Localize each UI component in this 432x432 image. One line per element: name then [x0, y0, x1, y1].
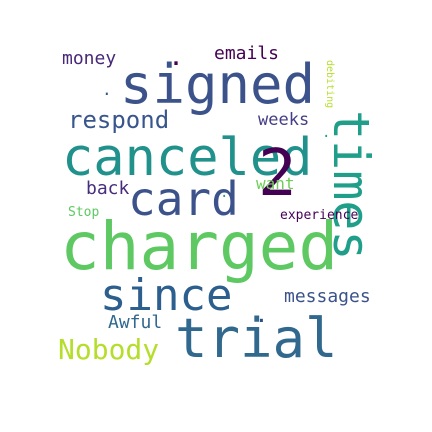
mark-dot-mid: .: [256, 306, 267, 327]
word-emails: emails: [214, 43, 280, 64]
mark-dot-top: .: [170, 46, 183, 70]
word-trial: trial: [175, 307, 338, 370]
word-experience: experience: [280, 208, 359, 223]
word-since: since: [100, 270, 233, 321]
word-nobody: Nobody: [58, 333, 160, 366]
word-stop: Stop: [68, 205, 100, 220]
word-signed: signed: [120, 53, 316, 116]
word-respond: respond: [68, 106, 170, 134]
mark-dot-signed: .: [220, 185, 229, 201]
word-messages: messages: [284, 286, 371, 307]
word-canceled: canceled: [62, 128, 313, 188]
word-times: times: [322, 110, 380, 261]
word-money: money: [62, 48, 117, 69]
word-debiting: debiting: [324, 60, 335, 109]
word-card: card: [128, 172, 239, 226]
word-weeks: weeks: [258, 110, 310, 130]
word-back: back: [86, 178, 130, 199]
mark-dot-small-2: .: [322, 125, 331, 141]
mark-dot-small-1: .: [102, 80, 112, 99]
word-want: want: [256, 174, 295, 193]
word-two: 2: [258, 137, 297, 211]
word-awful: Awful: [108, 312, 163, 333]
word-charged: charged: [60, 208, 339, 285]
